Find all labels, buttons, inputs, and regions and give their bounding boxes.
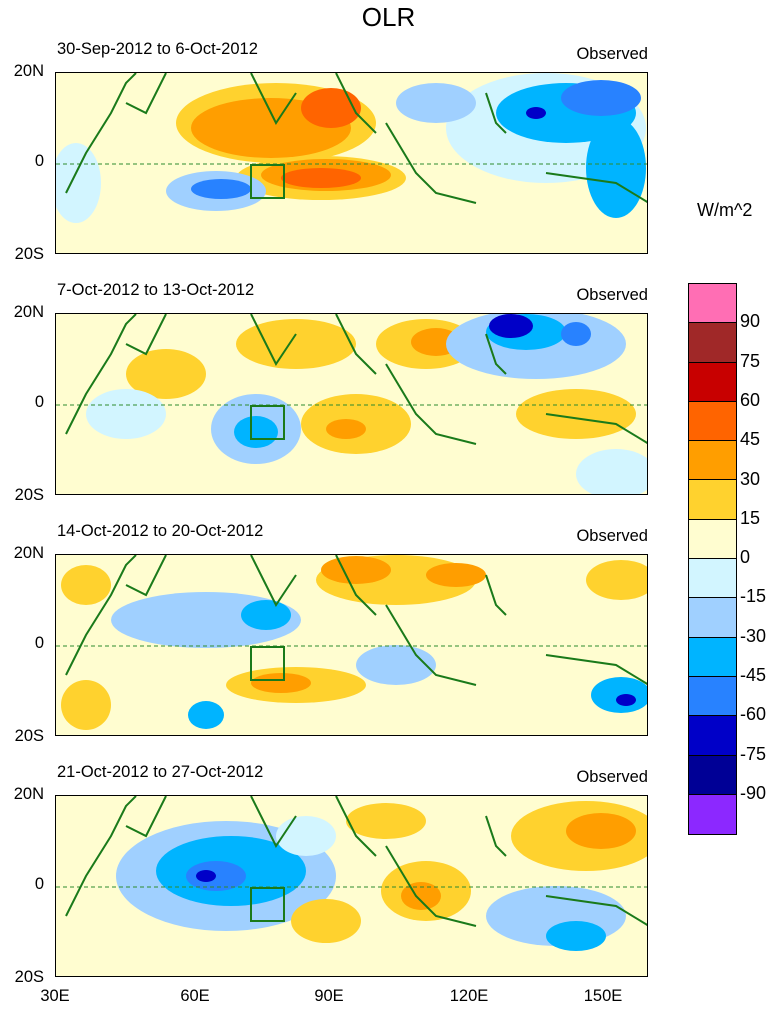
colorbar	[688, 283, 737, 836]
panel-4-olr-field	[56, 796, 647, 976]
colorbar-cell	[689, 362, 736, 402]
panel-3-lat-20n: 20N	[13, 544, 44, 562]
colorbar-label: 60	[740, 389, 761, 410]
colorbar-cell	[689, 637, 736, 677]
panel-3-olr-field	[56, 555, 647, 735]
colorbar-label: 0	[740, 547, 751, 568]
colorbar-label: -60	[740, 704, 767, 725]
colorbar-label: -75	[740, 743, 767, 764]
panel-3-map	[55, 554, 648, 736]
panel-2-observed-label: Observed	[576, 286, 648, 304]
colorbar-cell	[689, 676, 736, 717]
lon-label-150e: 150E	[583, 987, 623, 1005]
panel-2-lat-0: 0	[34, 393, 44, 411]
colorbar-label: 15	[740, 507, 761, 528]
colorbar-label: 75	[740, 350, 761, 371]
panel-3-lat-20s: 20S	[14, 727, 44, 745]
colorbar-unit: W/m^2	[697, 200, 753, 220]
panel-1-lat-20s: 20S	[14, 245, 44, 263]
panel-4-observed-label: Observed	[576, 768, 648, 786]
colorbar-label: -15	[740, 586, 767, 607]
colorbar-cell	[689, 441, 736, 481]
lon-label-90e: 90E	[314, 987, 344, 1005]
panel-1-lat-0: 0	[34, 152, 44, 170]
colorbar-label: 30	[740, 468, 761, 489]
colorbar-cell	[689, 519, 736, 560]
panel-4-lat-0: 0	[34, 875, 44, 893]
panel-2-map	[55, 313, 648, 495]
panel-1-date-range: 30-Sep-2012 to 6-Oct-2012	[57, 40, 258, 58]
panel-2-date-range: 7-Oct-2012 to 13-Oct-2012	[57, 281, 255, 299]
colorbar-label: 45	[740, 429, 761, 450]
panel-1-map	[55, 72, 648, 254]
lon-label-60e: 60E	[180, 987, 210, 1005]
panel-2-olr-field	[56, 314, 647, 494]
panel-4-lat-20n: 20N	[13, 785, 44, 803]
panel-2-lat-20n: 20N	[13, 303, 44, 321]
colorbar-cell	[689, 480, 736, 520]
panel-1-lat-20n: 20N	[13, 62, 44, 80]
colorbar-cell	[689, 559, 736, 599]
colorbar-cell	[689, 716, 736, 756]
colorbar-cell	[689, 401, 736, 442]
panel-1-observed-label: Observed	[576, 45, 648, 63]
colorbar-cell	[689, 323, 736, 363]
colorbar-cell	[689, 598, 736, 638]
panel-4-lat-20s: 20S	[14, 968, 44, 986]
panel-1-olr-field	[56, 73, 647, 253]
panel-2-lat-20s: 20S	[14, 486, 44, 504]
panel-4-map	[55, 795, 648, 977]
colorbar-label: -30	[740, 625, 767, 646]
panel-3-date-range: 14-Oct-2012 to 20-Oct-2012	[57, 522, 264, 540]
colorbar-label: -90	[740, 782, 767, 803]
lon-label-30e: 30E	[40, 987, 70, 1005]
colorbar-label: -45	[740, 665, 767, 685]
lon-label-120e: 120E	[449, 987, 489, 1005]
colorbar-cell	[689, 755, 736, 795]
colorbar-label: 90	[740, 311, 761, 332]
panel-4-date-range: 21-Oct-2012 to 27-Oct-2012	[57, 763, 264, 781]
colorbar-cell	[689, 794, 736, 835]
figure-title: OLR	[361, 2, 416, 32]
panel-3-observed-label: Observed	[576, 527, 648, 545]
colorbar-cell	[689, 284, 736, 324]
panel-3-lat-0: 0	[34, 634, 44, 652]
